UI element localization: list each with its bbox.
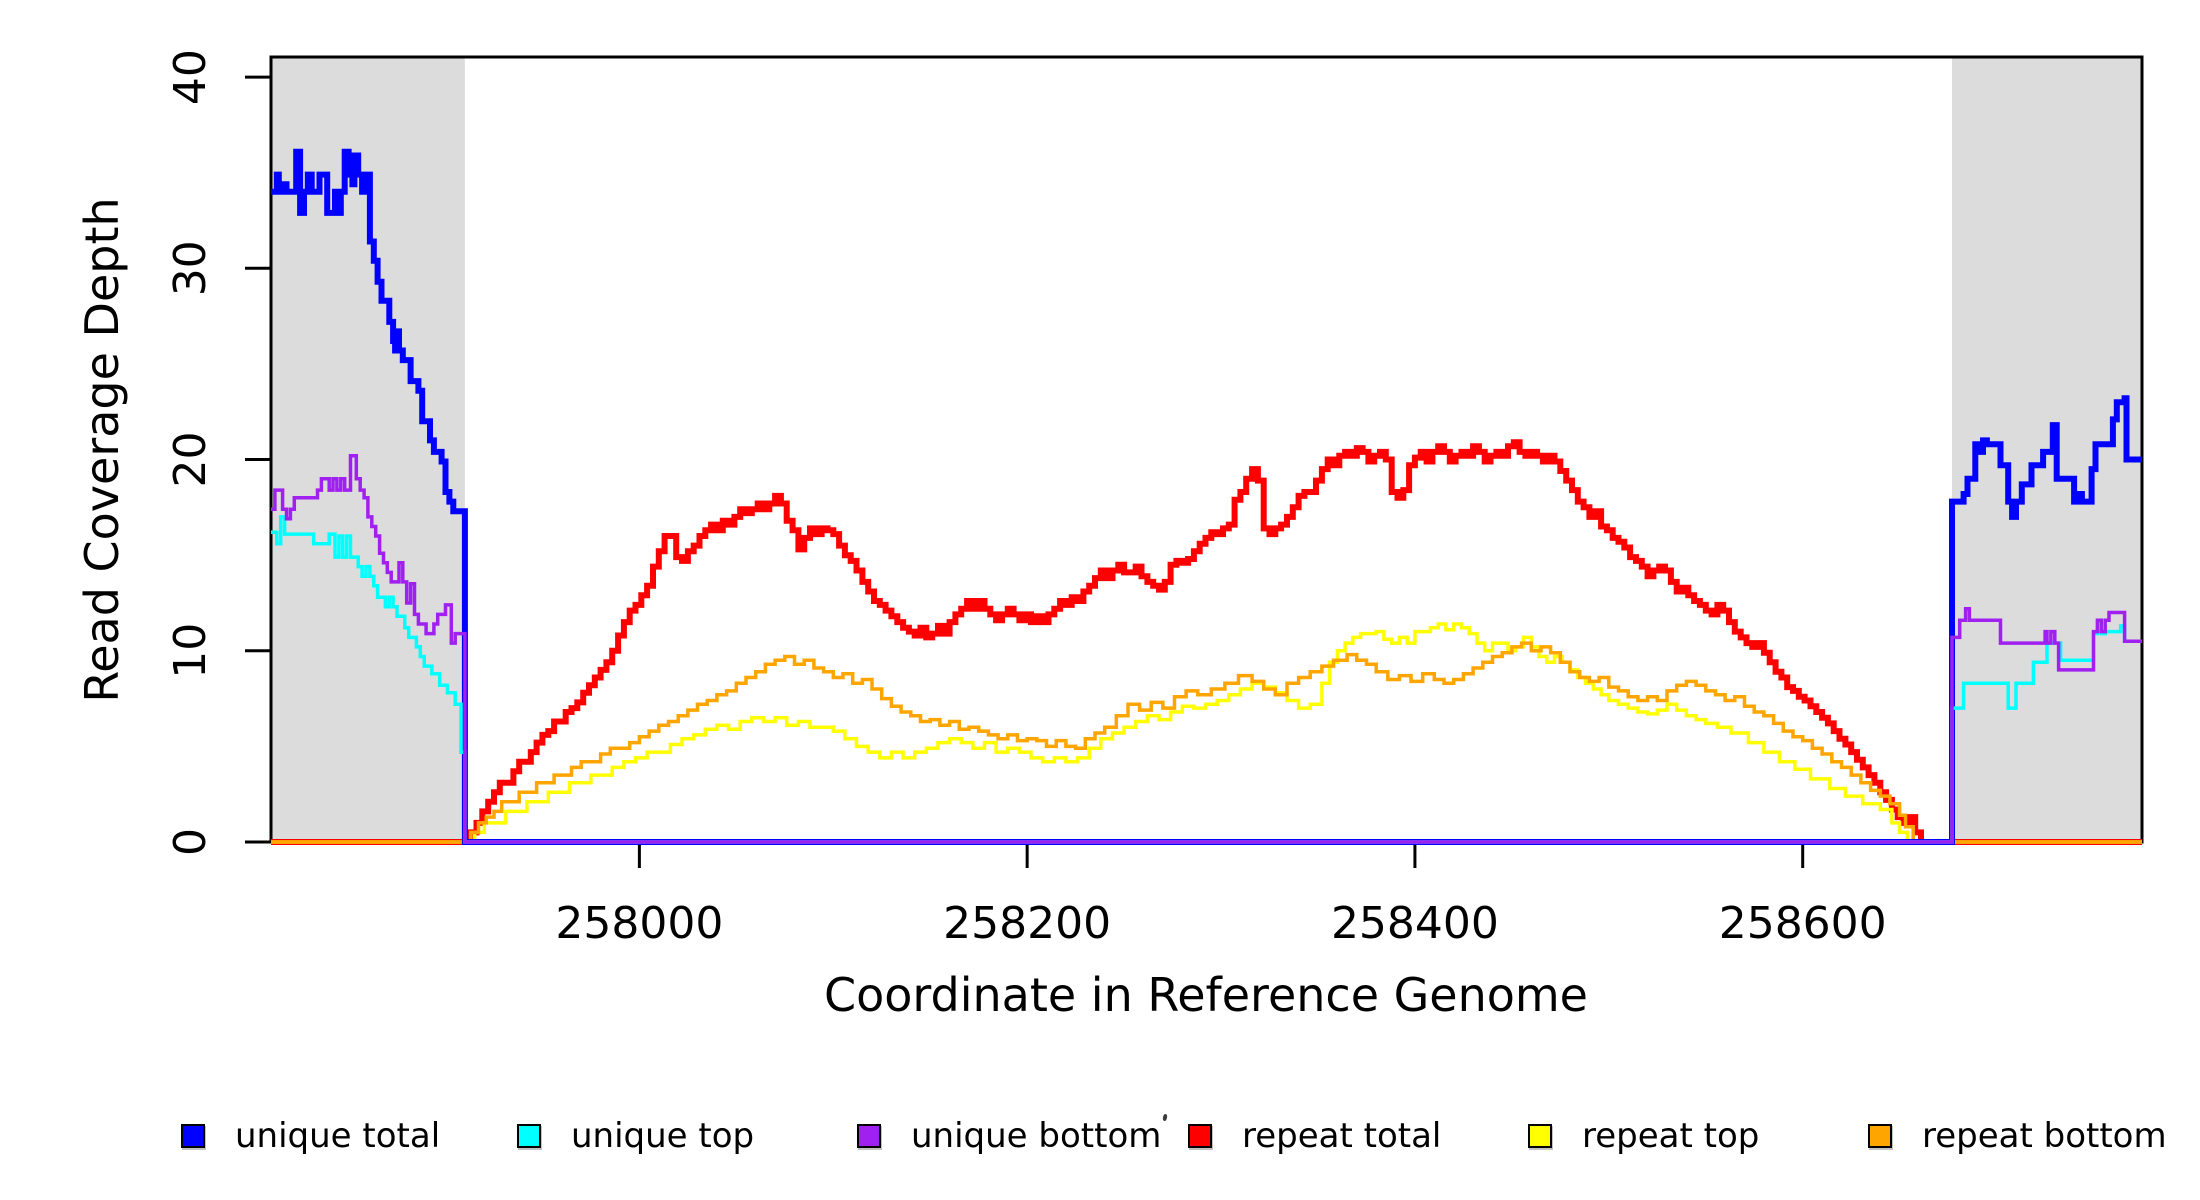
- y-tick-label: 40: [165, 49, 216, 105]
- y-tick-label: 20: [165, 432, 216, 488]
- series-repeat-bottom: [271, 641, 2142, 844]
- x-tick-label: 258600: [1719, 898, 1887, 949]
- y-tick-label: 0: [165, 828, 216, 856]
- x-axis-title: Coordinate in Reference Genome: [824, 968, 1588, 1022]
- series-unique-bottom: [271, 453, 2142, 844]
- series-repeat-top: [271, 622, 2142, 844]
- x-tick-label: 258000: [555, 898, 723, 949]
- series-unique-total: [271, 148, 2142, 845]
- series-repeat-total: [271, 439, 2142, 845]
- x-tick-label: 258400: [1331, 898, 1499, 949]
- y-tick-label: 10: [165, 623, 216, 679]
- series-unique-top: [271, 515, 2142, 844]
- x-tick-label: 258200: [943, 898, 1111, 949]
- y-tick-label: 30: [165, 240, 216, 296]
- y-axis-title: Read Coverage Depth: [75, 197, 129, 703]
